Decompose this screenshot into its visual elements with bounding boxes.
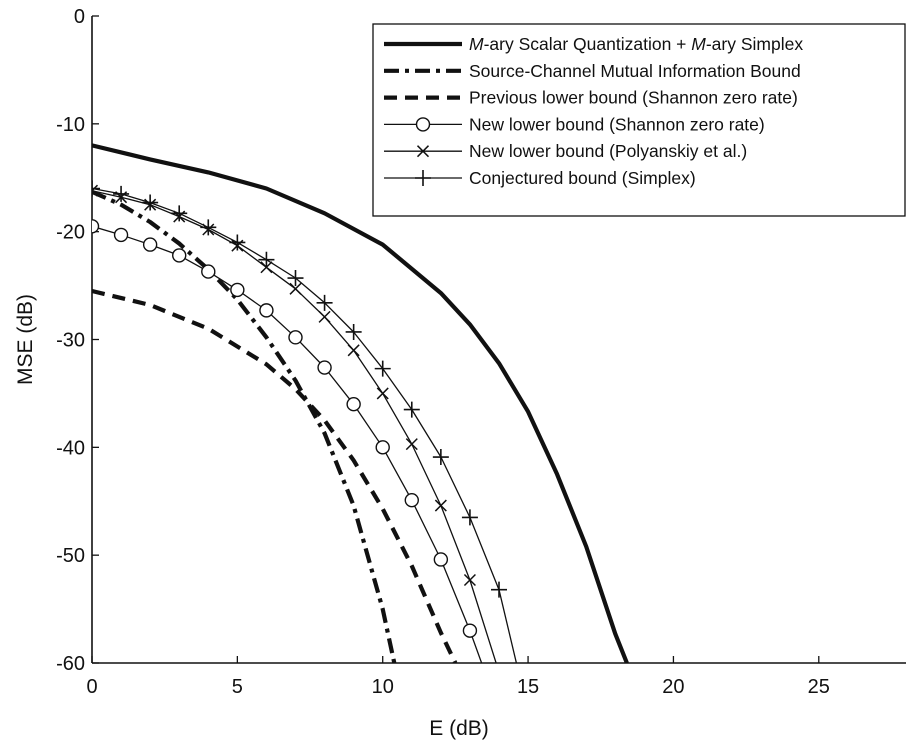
legend-label-1: M-ary Scalar Quantization + M-ary Simple…: [469, 34, 803, 54]
y-axis-label: MSE (dB): [14, 294, 37, 385]
y-tick-label: -40: [56, 437, 85, 459]
series-4-marker: [113, 227, 129, 243]
series-5-marker: [434, 499, 447, 512]
series-6-marker: [432, 449, 449, 466]
series-4-marker: [142, 237, 158, 252]
series-4-marker: [433, 552, 449, 567]
legend-label-4: New lower bound (Shannon zero rate): [469, 114, 765, 134]
legend: M-ary Scalar Quantization + M-ary Simple…: [372, 23, 906, 217]
x-tick-label: 25: [808, 676, 830, 698]
series-5: [92, 184, 497, 663]
y-tick-label: -50: [56, 545, 85, 567]
series-4-marker: [462, 623, 478, 638]
series-1-line: [92, 143, 629, 663]
series-6-marker: [229, 234, 246, 251]
series-5-line: [92, 190, 497, 663]
legend-box: [372, 23, 906, 217]
series-6-marker: [113, 185, 130, 202]
legend-label-6: Conjectured bound (Simplex): [469, 168, 696, 188]
x-tick-label: 0: [86, 676, 97, 698]
series-6-marker: [461, 509, 478, 526]
legend-label-3: Previous lower bound (Shannon zero rate): [469, 88, 798, 108]
y-tick-label: -10: [56, 114, 85, 136]
series-6: [92, 180, 518, 663]
legend-label-part: -ary Simplex: [706, 34, 803, 54]
series-4-marker: [201, 264, 216, 279]
series-6-marker: [171, 205, 188, 222]
x-tick-label: 15: [517, 676, 539, 698]
legend-marker-6: [415, 170, 431, 186]
series-5-marker: [376, 387, 389, 400]
series-3: [92, 288, 458, 663]
series-4-marker: [317, 360, 332, 375]
series-5-marker: [463, 573, 476, 586]
plot-series: [92, 143, 629, 663]
legend-label-2: Source-Channel Mutual Information Bound: [469, 61, 801, 81]
legend-label-part: -ary Scalar Quantization +: [484, 34, 692, 54]
legend-label-part: M: [691, 34, 706, 54]
series-4-marker: [404, 492, 419, 508]
legend-label-part: M: [469, 34, 484, 54]
series-6-marker: [345, 323, 362, 340]
x-tick-label: 10: [372, 676, 394, 698]
x-tick-label: 5: [232, 676, 243, 698]
legend-marker-5: [416, 145, 430, 158]
series-6-marker: [374, 360, 391, 377]
series-5-marker: [318, 310, 331, 323]
series-3-line: [92, 288, 458, 663]
axes: 0 5 10 15 20 25 0 -10 -20 -30 -40 -50 -60 E (dB) MSE (…: [14, 6, 906, 740]
y-tick-label: -60: [56, 653, 85, 675]
series-6-marker: [200, 219, 217, 236]
series-6-marker: [258, 251, 275, 268]
series-4-marker: [230, 282, 245, 298]
series-4-marker: [172, 248, 187, 263]
legend-marker-4: [415, 117, 431, 132]
legend-label-5: New lower bound (Polyanskiy et al.): [469, 141, 747, 161]
series-5-marker: [347, 344, 360, 357]
series-6-line: [92, 187, 518, 663]
series-2-line: [92, 189, 397, 663]
series-4-marker: [375, 440, 390, 455]
series-4-marker: [92, 219, 100, 234]
series-4-marker: [259, 303, 274, 318]
series-6-marker: [287, 270, 304, 287]
series-6-marker: [491, 581, 507, 598]
series-5-marker: [92, 184, 99, 197]
y-tick-label: -20: [56, 222, 85, 244]
series-2: [92, 189, 397, 663]
series-5-marker: [289, 282, 302, 295]
series-6-marker: [403, 401, 420, 418]
series-4-marker: [288, 330, 303, 345]
series-4-line: [92, 225, 483, 663]
series-5-marker: [405, 438, 418, 451]
series-6-marker: [316, 294, 333, 311]
x-axis-label: E (dB): [429, 717, 489, 740]
y-tick-label: -30: [56, 330, 85, 352]
series-6-marker: [142, 194, 159, 211]
series-4-marker: [346, 397, 361, 412]
x-tick-label: 20: [662, 676, 684, 698]
series-4: [92, 219, 483, 663]
y-tick-label: 0: [74, 6, 85, 28]
series-6-marker: [92, 180, 100, 197]
series-1: [92, 143, 629, 663]
